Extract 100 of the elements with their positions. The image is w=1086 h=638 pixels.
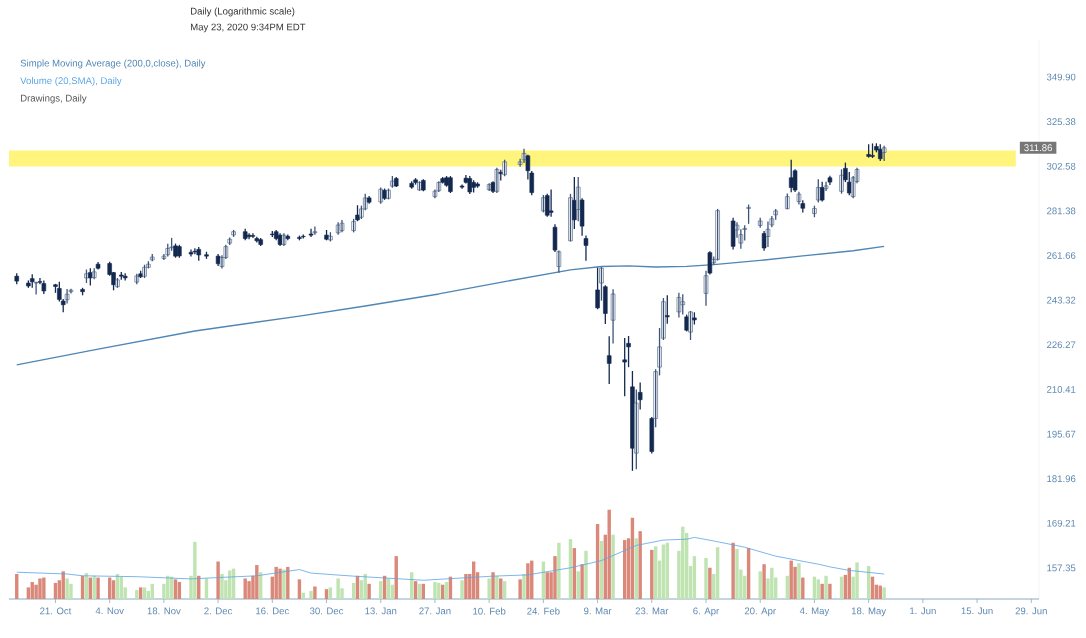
candlestick <box>545 193 550 217</box>
candlestick <box>339 219 345 233</box>
bar <box>282 569 286 599</box>
y-tick-label: 169.21 <box>1047 519 1076 527</box>
candlestick <box>393 177 399 188</box>
chart-subtitle: May 23, 2020 9:34PM EDT <box>190 23 306 33</box>
bar <box>704 557 708 599</box>
bar <box>193 541 197 599</box>
bar <box>464 574 468 599</box>
y-tick-label: 349.90 <box>1046 73 1076 81</box>
x-tick-label: 20. Apr <box>744 607 776 617</box>
bar <box>816 579 820 599</box>
candlestick <box>459 184 465 189</box>
bar <box>584 550 588 599</box>
candlestick <box>680 294 686 315</box>
candlestick <box>270 231 275 237</box>
candlestick <box>308 228 314 237</box>
y-tick-label: 302.58 <box>1046 162 1076 170</box>
candlestick <box>583 235 589 261</box>
x-tick-label: 18. May <box>851 607 887 617</box>
bar <box>297 579 302 599</box>
x-tick-label: 9. Mar <box>584 607 612 615</box>
candlestick <box>637 382 643 410</box>
y-tick-label: 195.67 <box>1047 430 1076 438</box>
candlestick <box>552 224 558 252</box>
bar <box>142 587 147 599</box>
candlestick <box>312 226 318 235</box>
bar <box>42 577 46 599</box>
bar <box>96 577 100 599</box>
text: Volume (20,SMA), Daily <box>20 77 122 86</box>
x-tick-label: 4. Nov <box>95 607 124 615</box>
candlestick <box>119 271 124 280</box>
chart-title: Daily (Logarithmic scale) <box>190 7 295 17</box>
bar <box>580 564 584 599</box>
bar <box>855 562 859 599</box>
bar <box>708 567 712 599</box>
bar <box>820 583 824 599</box>
annotation: Drawings, Daily <box>20 94 87 104</box>
candlestick <box>649 416 655 454</box>
candlestick <box>796 191 802 205</box>
candlestick <box>548 189 554 217</box>
x-tick-label: 15. Jun <box>961 607 993 615</box>
bar <box>499 578 503 599</box>
candlestick <box>765 221 771 248</box>
y-tick-label: 261.66 <box>1047 252 1076 259</box>
candlestick <box>622 338 627 397</box>
candlestick <box>95 261 101 270</box>
bar <box>38 578 42 599</box>
candlestick <box>634 389 639 470</box>
x-tick-label: 24. Feb <box>527 607 560 615</box>
bar <box>824 575 828 599</box>
x-tick-label: 6. Apr <box>693 607 720 617</box>
x-tick-label: 29. Jun <box>1015 607 1047 615</box>
bar <box>216 561 220 599</box>
y-tick-label: 281.38 <box>1047 207 1076 215</box>
bar <box>65 578 69 599</box>
bar <box>367 583 371 599</box>
candlestick <box>603 285 608 325</box>
bar <box>92 575 96 599</box>
candlestick <box>413 178 418 185</box>
line-series <box>16 245 885 366</box>
y-tick-label: 243.32 <box>1047 296 1076 304</box>
bar <box>735 549 739 599</box>
candlestick <box>231 229 236 237</box>
candlestick <box>692 312 697 325</box>
x-tick-label: 23. Mar <box>635 607 669 615</box>
bar <box>828 583 832 599</box>
x-tick-label: 1. Jun <box>910 607 936 615</box>
bar <box>611 534 615 599</box>
candlestick <box>122 273 128 281</box>
bar <box>487 578 491 599</box>
bar <box>324 589 329 599</box>
bar <box>518 579 522 599</box>
candlestick <box>188 249 194 257</box>
y-tick-label: 181.96 <box>1047 475 1076 483</box>
bar <box>313 586 317 599</box>
candlestick <box>703 270 709 306</box>
bar <box>789 560 793 599</box>
bar <box>328 587 333 599</box>
candlestick <box>610 289 616 344</box>
candlestick <box>595 267 600 310</box>
x-tick-label: 10. Feb <box>473 607 506 615</box>
candlestick <box>227 237 232 245</box>
bar <box>135 590 139 599</box>
bar <box>762 564 766 599</box>
bar <box>286 566 290 599</box>
x-tick-label: 16. Dec <box>256 607 289 615</box>
bar <box>336 578 340 599</box>
bar <box>274 566 278 599</box>
bar <box>801 577 805 599</box>
candlestick <box>827 175 833 186</box>
candlestick <box>297 235 302 241</box>
bar <box>770 567 774 599</box>
annotation: 311.86 <box>1024 144 1052 152</box>
candlestick <box>115 277 120 288</box>
bar <box>638 531 642 599</box>
bar <box>247 581 251 599</box>
bar <box>243 578 247 599</box>
bar <box>495 575 499 599</box>
candlestick <box>285 234 291 241</box>
